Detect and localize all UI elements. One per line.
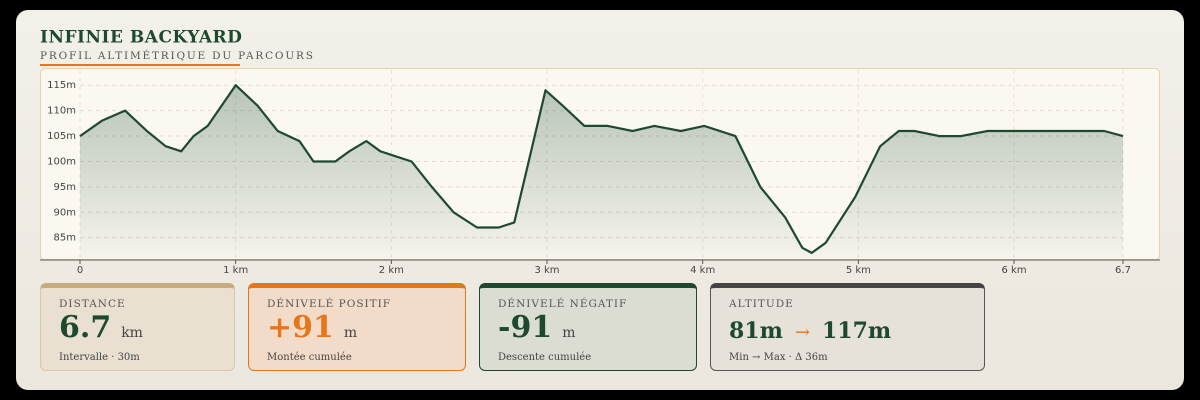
card-note: Intervalle · 30m (59, 352, 140, 363)
y-tick-label: 110m (47, 106, 76, 117)
x-tick-label: 0 (77, 265, 83, 275)
y-tick-label: 115m (47, 80, 76, 91)
card-note: Min → Max · Δ 36m (729, 352, 828, 363)
y-tick-label: 95m (54, 182, 76, 193)
card-value: +91 m (267, 310, 357, 345)
title: INFINIE BACKYARD (40, 28, 242, 48)
card-label: DÉNIVELÉ NÉGATIF (498, 298, 628, 310)
card-note: Descente cumulée (498, 352, 592, 363)
card-label: ALTITUDE (729, 298, 794, 310)
y-tick-label: 105m (47, 131, 76, 142)
y-tick-label: 90m (54, 207, 76, 218)
card: DÉNIVELÉ NÉGATIF -91 m Descente cumulée (479, 283, 697, 371)
unit: km (121, 325, 143, 341)
value: 117m (822, 318, 892, 344)
card-value: -91 m (498, 310, 575, 345)
card: ALTITUDE 81m → 117m Min → Max · Δ 36m (710, 283, 985, 371)
chart: INFINIE BACKYARD PROFIL ALTIMÉTRIQUE DU … (40, 28, 1160, 275)
line (79, 84, 1124, 254)
value: -91 (498, 310, 553, 345)
unit: m (562, 325, 576, 341)
card-note: Montée cumulée (267, 352, 352, 363)
x-tick-label: 5 km (846, 265, 871, 275)
card-label: DÉNIVELÉ POSITIF (267, 298, 392, 310)
x-tick-label: 3 km (534, 265, 559, 275)
x-tick-label: 1 km (223, 265, 248, 275)
y-tick-label: 100m (47, 156, 76, 167)
area (80, 85, 1123, 258)
value: +91 (267, 310, 334, 345)
y-tick-label: 85m (54, 233, 76, 244)
x-tick-label: 6.7 (1115, 265, 1131, 275)
value: 6.7 (59, 310, 112, 345)
card: DISTANCE 6.7 km Intervalle · 30m (40, 283, 235, 371)
card-label: DISTANCE (59, 298, 126, 310)
x-tick-label: 6 km (1001, 265, 1026, 275)
card-value: 6.7 km (59, 310, 143, 345)
arrow: → (794, 322, 810, 343)
value: 81m (729, 318, 783, 344)
unit: m (343, 325, 358, 341)
x-tick-label: 2 km (379, 265, 404, 275)
card: DÉNIVELÉ POSITIF +91 m Montée cumulée (248, 283, 466, 371)
x-tick-label: 4 km (690, 265, 715, 275)
subtitle: PROFIL ALTIMÉTRIQUE DU PARCOURS (40, 48, 315, 62)
card-value: 81m → 117m (729, 318, 891, 344)
